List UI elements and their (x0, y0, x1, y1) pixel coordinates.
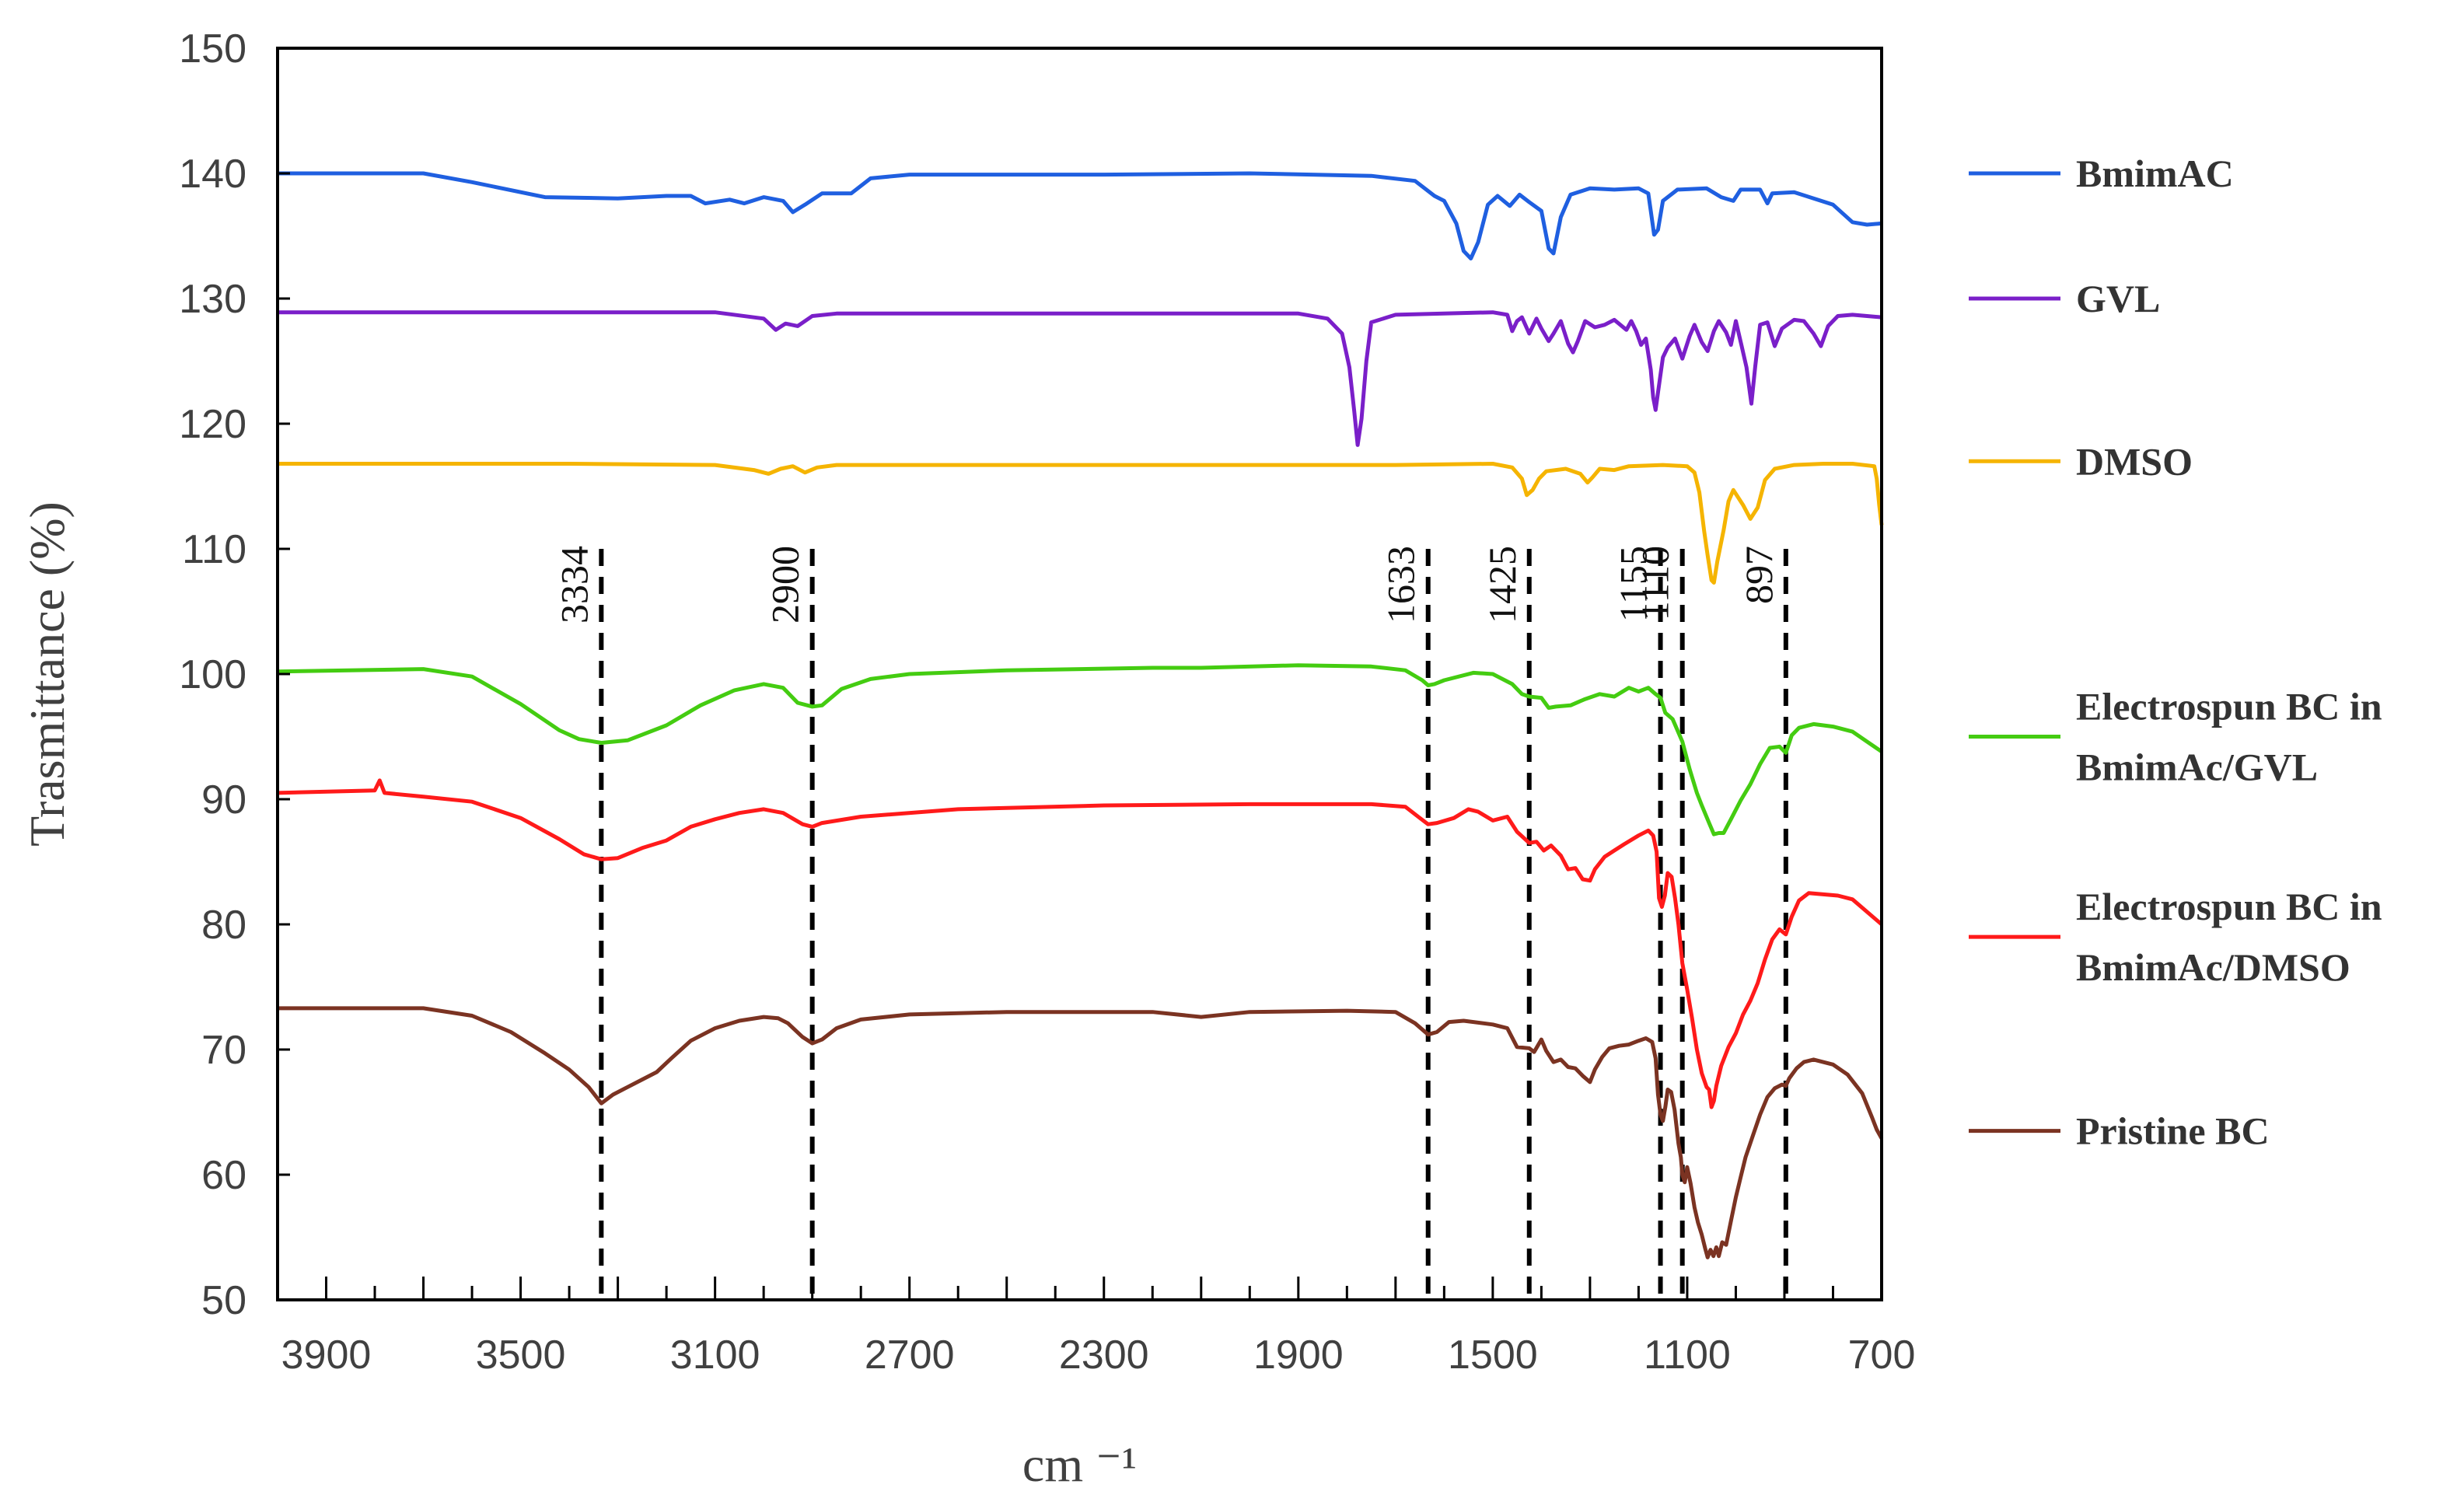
peak-marker-label: 1155 (1612, 546, 1655, 622)
legend-label: DMSO (2076, 439, 2193, 483)
y-tick-label: 100 (179, 652, 246, 697)
y-tick-layer: 50 60 70 80 90 100 110 120 130 140 150 (179, 26, 290, 1323)
x-tick-label: 1100 (1644, 1333, 1731, 1378)
series-line (278, 1006, 1884, 1259)
series-line (278, 310, 1882, 447)
x-tick-label: 3900 (281, 1333, 372, 1378)
peak-marker-label: 3334 (552, 546, 596, 624)
legend: BmimAC GVL DMSO Electrospun BC in BmimAc/GVL… (1969, 152, 2382, 1153)
legend-label: GVL (2076, 277, 2160, 320)
y-tick-label: 130 (179, 277, 246, 322)
x-tick-label: 2300 (1059, 1333, 1149, 1378)
y-tick-label: 80 (201, 903, 246, 948)
peak-marker-label: 2900 (764, 546, 807, 624)
x-tick-label: 3500 (476, 1333, 566, 1378)
x-axis-title: cm ⁻¹ (1022, 1437, 1137, 1492)
x-tick-label: 2700 (865, 1333, 955, 1378)
x-tick-layer: 3900 3500 3100 2700 2300 1900 1500 1100 700 (276, 1277, 1916, 1378)
y-tick-label: 60 (201, 1153, 246, 1198)
y-axis-title: Trasmittance (%) (19, 501, 75, 847)
y-tick-label: 70 (201, 1028, 246, 1073)
series-line (278, 171, 1882, 260)
y-tick-label: 90 (201, 777, 246, 823)
y-tick-label: 110 (182, 527, 246, 572)
series-line (278, 462, 1884, 585)
y-tick-label: 50 (201, 1278, 246, 1323)
peak-marker-label: 897 (1737, 546, 1781, 604)
x-tick-label: 3100 (670, 1333, 760, 1378)
x-tick-label: 700 (1848, 1333, 1916, 1378)
series-layer (277, 171, 1884, 1259)
series-line (277, 663, 1883, 837)
y-tick-label: 120 (179, 402, 246, 447)
legend-label: Electrospun BC in (2076, 885, 2382, 928)
x-tick-label: 1500 (1448, 1333, 1538, 1378)
legend-label: BmimAc/GVL (2076, 746, 2318, 789)
x-tick-label: 1900 (1253, 1333, 1344, 1378)
legend-label: BmimAC (2076, 152, 2234, 195)
y-tick-label: 150 (179, 26, 246, 72)
peak-marker-label: 1425 (1480, 546, 1524, 624)
axes-layer (276, 47, 1883, 1301)
legend-label: Pristine BC (2076, 1109, 2270, 1153)
peak-marker-label: 1633 (1379, 546, 1423, 624)
legend-label: BmimAc/DMSO (2076, 945, 2350, 989)
peak-marker-label: 1110 (1634, 546, 1677, 620)
y-tick-label: 140 (179, 152, 246, 197)
legend-label: Electrospun BC in (2076, 685, 2382, 728)
plot-frame (276, 47, 1883, 1301)
series-line (277, 778, 1883, 1109)
